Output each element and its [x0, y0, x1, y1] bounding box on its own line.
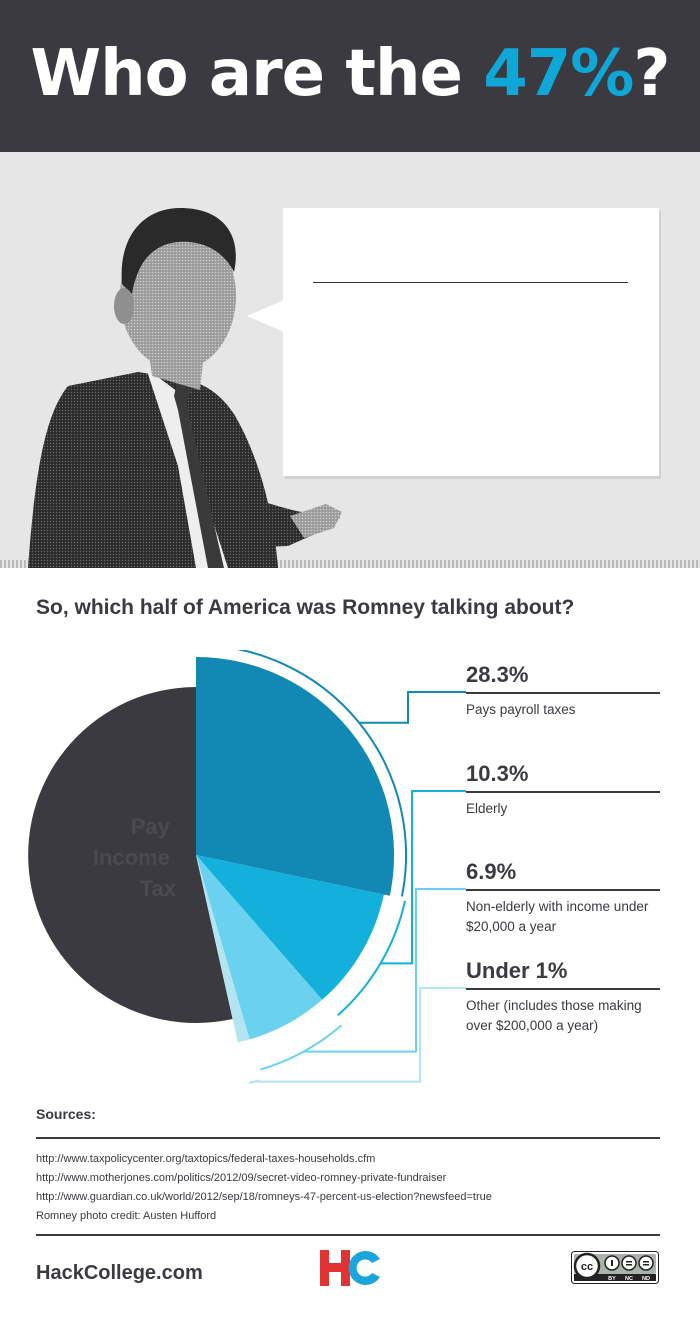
pie-connector-line: [254, 987, 466, 1083]
pie-connector-line: [303, 888, 466, 1053]
creative-commons-badge-icon: cc BY NC ND: [571, 1251, 659, 1284]
header: Who are the 47%?: [0, 0, 700, 152]
title-main: Who are the: [30, 37, 484, 111]
pie-center-label-line: Income: [93, 845, 170, 870]
legend-description: Pays payroll taxes: [466, 702, 576, 717]
pie-connector-line: [380, 790, 466, 965]
pie-slice: [28, 687, 233, 1023]
pie-slice: [196, 855, 384, 1000]
legend-description: Elderly: [466, 801, 508, 816]
source-link[interactable]: http://www.motherjones.com/politics/2012…: [36, 1172, 447, 1184]
source-link[interactable]: http://www.taxpolicycenter.org/taxtopics…: [36, 1153, 376, 1165]
footer-site-link[interactable]: HackCollege.com: [36, 1262, 203, 1284]
legend-rule: [466, 791, 660, 793]
person-photo-icon: [28, 208, 342, 568]
banner-edge: [0, 560, 700, 568]
pie-connector-line: [359, 691, 466, 724]
pie-center-label: Pay Income Tax: [93, 814, 177, 901]
pie-chart: Pay Income Tax: [28, 650, 466, 1084]
pie-connector-arc: [236, 650, 407, 897]
legend-item-payroll: 28.3% Pays payroll taxes: [466, 660, 660, 720]
sources-title: Sources:: [36, 1106, 96, 1122]
photo-credit: Romney photo credit: Austen Hufford: [36, 1210, 217, 1222]
pie-connector-arc: [248, 1079, 260, 1084]
license-tag: NC: [625, 1276, 633, 1282]
pie-slice: [196, 657, 395, 896]
source-link[interactable]: http://www.guardian.co.uk/world/2012/sep…: [36, 1191, 492, 1203]
legend-rule: [466, 889, 660, 891]
pie-slice: [196, 855, 250, 1043]
legend-value: Under 1%: [466, 958, 568, 983]
title-accent: 47%: [483, 37, 634, 111]
legend-item-low-income: 6.9% Non-elderly with income under $20,0…: [466, 857, 660, 937]
page-title: Who are the 47%?: [0, 34, 700, 114]
speech-rule: [313, 282, 628, 283]
legend-description: Other (includes those making over $200,0…: [466, 998, 642, 1033]
hc-logo-icon: H C: [320, 1250, 380, 1286]
speech-bubble-tail: [247, 300, 284, 332]
legend-rule: [466, 692, 660, 694]
pie-slice: [196, 855, 323, 1040]
legend-rule: [466, 988, 660, 990]
license-tag: ND: [642, 1276, 650, 1282]
sources-list: http://www.taxpolicycenter.org/taxtopics…: [36, 1150, 660, 1226]
legend-item-elderly: 10.3% Elderly: [466, 759, 660, 819]
legend-value: 6.9%: [466, 859, 517, 884]
legend-item-other: Under 1% Other (includes those making ov…: [466, 956, 660, 1036]
cc-label: cc: [581, 1261, 593, 1273]
chart-question: So, which half of America was Romney tal…: [36, 596, 575, 619]
pie-center-label-line: Pay: [131, 814, 171, 839]
legend-value: 28.3%: [466, 662, 529, 687]
legend-description: Non-elderly with income under $20,000 a …: [466, 899, 649, 934]
legend-value: 10.3%: [466, 761, 529, 786]
title-end: ?: [633, 37, 670, 111]
license-tag: BY: [608, 1276, 616, 1282]
divider: [36, 1234, 660, 1236]
speech-bubble-icon: [283, 208, 659, 476]
divider: [36, 1137, 660, 1139]
pie-center-label-line: Tax: [140, 876, 177, 901]
pie-connector-arc: [260, 1024, 343, 1071]
